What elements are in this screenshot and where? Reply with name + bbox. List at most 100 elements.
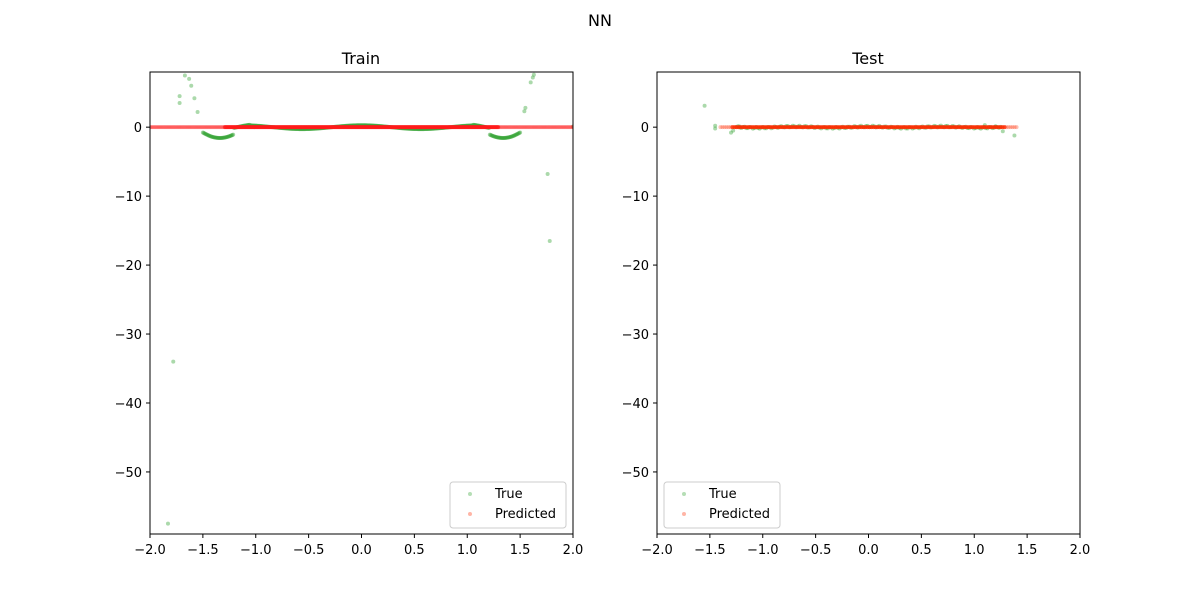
predicted-point bbox=[1004, 125, 1009, 130]
true-point bbox=[508, 134, 513, 139]
predicted-point bbox=[497, 125, 502, 130]
x-tick-label: −1.0 bbox=[747, 543, 779, 558]
legend-predicted-label: Predicted bbox=[495, 507, 556, 522]
x-tick-label: −1.0 bbox=[240, 543, 272, 558]
predicted-point bbox=[202, 125, 207, 130]
y-tick-label: −20 bbox=[622, 259, 649, 274]
predicted-point bbox=[560, 125, 565, 130]
true-point bbox=[205, 132, 210, 137]
true-point bbox=[516, 131, 521, 136]
predicted-point bbox=[1010, 125, 1015, 130]
true-point bbox=[502, 135, 507, 140]
predicted-point bbox=[153, 125, 158, 130]
true-point bbox=[228, 133, 233, 138]
predicted-point bbox=[722, 125, 727, 130]
predicted-point bbox=[563, 125, 568, 130]
true-point bbox=[226, 134, 231, 139]
test-y-ticks: 0 −10 −20 −30 −40 −50 bbox=[622, 121, 657, 481]
true-point bbox=[219, 135, 224, 140]
true-point bbox=[515, 132, 520, 137]
true-point bbox=[500, 135, 505, 140]
predicted-point bbox=[177, 125, 182, 130]
true-point bbox=[499, 135, 504, 140]
predicted-point bbox=[501, 125, 506, 130]
train-points bbox=[150, 72, 573, 526]
true-point bbox=[491, 134, 496, 139]
y-tick-label: −40 bbox=[622, 397, 649, 412]
true-point bbox=[510, 134, 515, 139]
true-point bbox=[214, 135, 219, 140]
true-point bbox=[713, 123, 718, 128]
true-point bbox=[225, 134, 230, 139]
true-point bbox=[523, 105, 528, 110]
predicted-point bbox=[724, 125, 729, 130]
true-point bbox=[496, 135, 501, 140]
predicted-point bbox=[502, 125, 507, 130]
predicted-point bbox=[535, 125, 540, 130]
true-point bbox=[211, 135, 216, 140]
true-point bbox=[501, 135, 506, 140]
true-point bbox=[488, 133, 493, 138]
true-point bbox=[498, 135, 503, 140]
predicted-point bbox=[150, 125, 154, 130]
predicted-point bbox=[164, 125, 169, 130]
true-point bbox=[165, 521, 170, 526]
true-point bbox=[218, 135, 223, 140]
predicted-point bbox=[183, 125, 188, 130]
y-tick-label: −40 bbox=[115, 397, 142, 412]
predicted-point bbox=[156, 125, 161, 130]
predicted-point bbox=[552, 125, 557, 130]
predicted-point bbox=[182, 125, 187, 130]
predicted-point bbox=[530, 125, 535, 130]
x-tick-label: −1.5 bbox=[187, 543, 219, 558]
true-point bbox=[206, 133, 211, 138]
train-panel: Train −2.0 −1.5 −1.0 −0.5 0.0 0.5 1.0 1.5 2.0 0 −… bbox=[115, 49, 584, 558]
true-point bbox=[212, 135, 217, 140]
predicted-point bbox=[199, 125, 204, 130]
predicted-point bbox=[214, 125, 219, 130]
x-tick-label: 0.0 bbox=[351, 543, 372, 558]
true-point bbox=[509, 134, 514, 139]
true-point bbox=[496, 135, 501, 140]
true-point bbox=[228, 133, 233, 138]
x-tick-label: −2.0 bbox=[641, 543, 673, 558]
true-point bbox=[206, 133, 211, 138]
true-point bbox=[1000, 129, 1005, 134]
legend-predicted-label: Predicted bbox=[709, 507, 770, 522]
true-point bbox=[230, 133, 235, 138]
x-tick-label: 1.5 bbox=[1017, 543, 1038, 558]
true-point bbox=[1012, 133, 1017, 138]
true-point bbox=[187, 76, 192, 81]
true-point bbox=[207, 133, 212, 138]
true-point bbox=[504, 135, 509, 140]
train-y-ticks: 0 −10 −20 −30 −40 −50 bbox=[115, 121, 150, 481]
predicted-point bbox=[190, 125, 195, 130]
true-point bbox=[509, 134, 514, 139]
true-point bbox=[221, 135, 226, 140]
predicted-point bbox=[531, 125, 536, 130]
predicted-point bbox=[212, 125, 217, 130]
true-point bbox=[222, 135, 227, 140]
predicted-point bbox=[519, 125, 524, 130]
predicted-point bbox=[193, 125, 198, 130]
x-tick-label: 1.0 bbox=[457, 543, 478, 558]
predicted-point bbox=[505, 125, 510, 130]
predicted-point bbox=[188, 125, 193, 130]
y-tick-label: −10 bbox=[115, 190, 142, 205]
true-point bbox=[731, 128, 736, 133]
test-legend: True Predicted bbox=[663, 481, 781, 529]
predicted-point bbox=[159, 125, 164, 130]
true-point bbox=[209, 134, 214, 139]
predicted-point bbox=[168, 125, 173, 130]
predicted-point bbox=[498, 125, 503, 130]
predicted-point bbox=[718, 125, 723, 130]
y-tick-label: −50 bbox=[115, 466, 142, 481]
legend-box bbox=[449, 481, 567, 529]
predicted-point bbox=[550, 125, 555, 130]
true-point bbox=[487, 132, 492, 137]
true-point bbox=[522, 109, 527, 114]
predicted-point bbox=[1002, 125, 1007, 130]
predicted-point bbox=[151, 125, 156, 130]
true-point bbox=[512, 133, 517, 138]
